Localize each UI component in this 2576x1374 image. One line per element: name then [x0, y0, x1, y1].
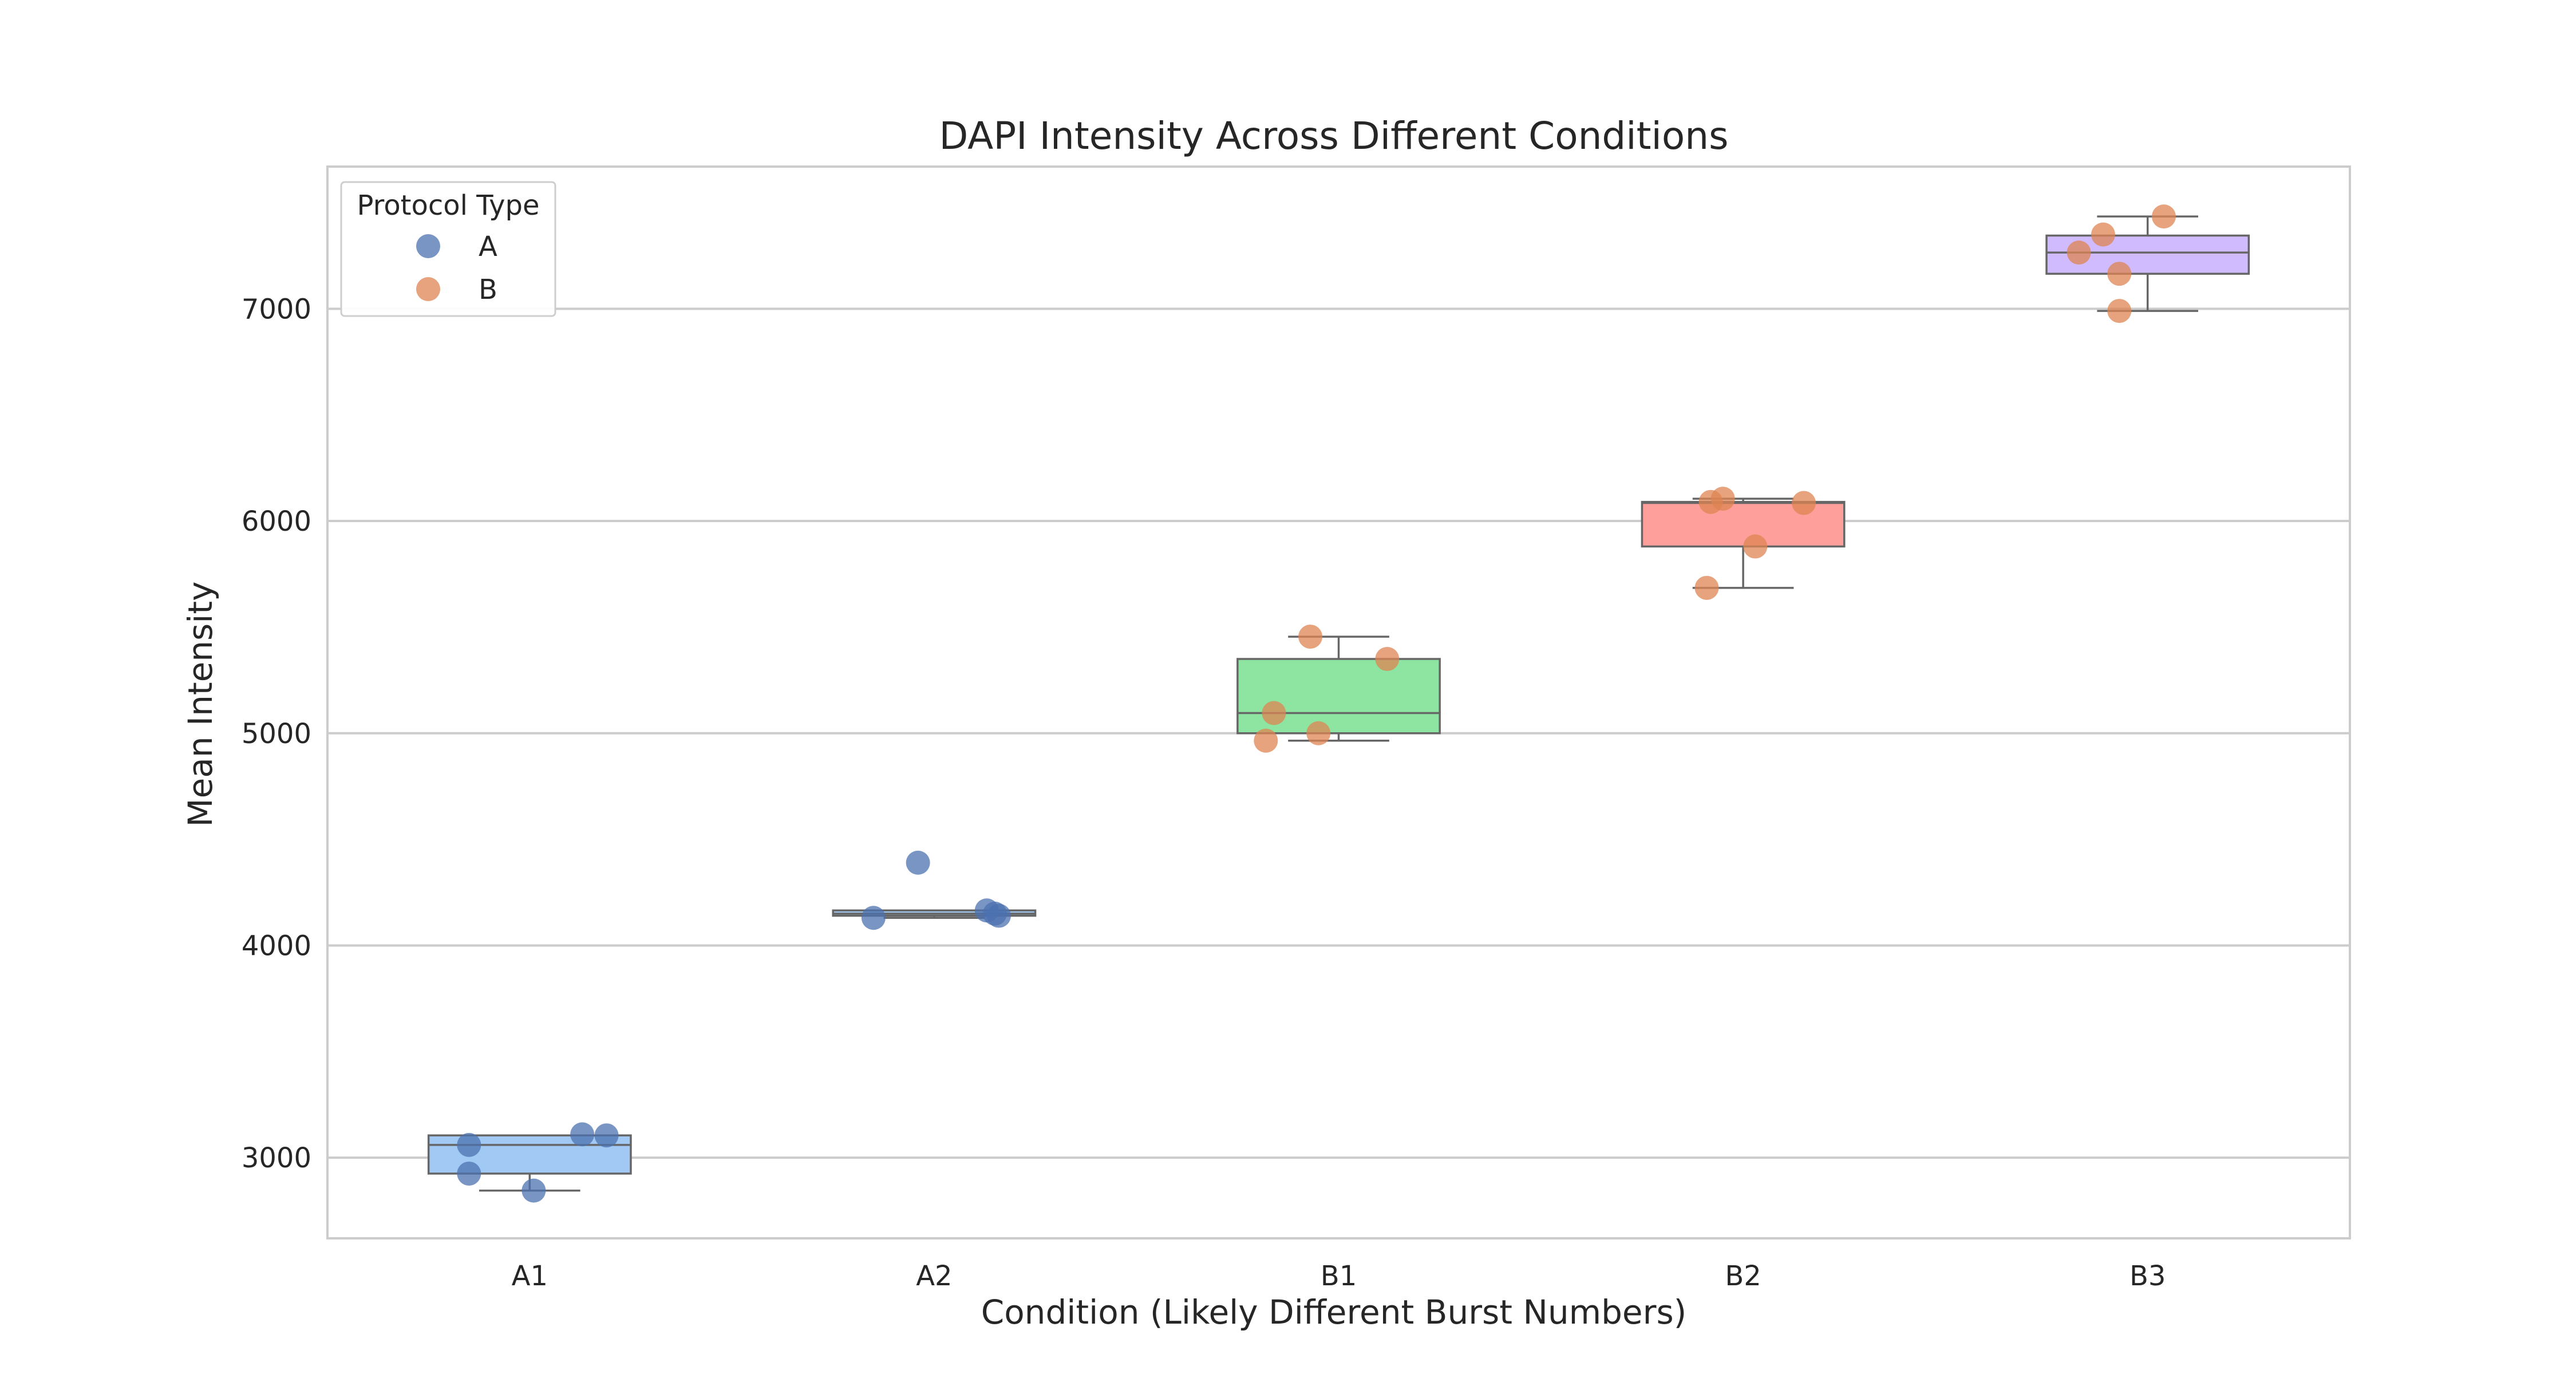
point-b2-19	[1694, 575, 1719, 600]
point-a2-9	[986, 903, 1011, 928]
point-b1-12	[1262, 701, 1286, 725]
point-b3-23	[2107, 262, 2132, 286]
point-a1-3	[594, 1123, 619, 1148]
legend-title: Protocol Type	[357, 189, 540, 222]
x-tick-label-b1: B1	[1321, 1260, 1357, 1292]
y-tick-label-5000: 5000	[242, 718, 311, 750]
legend-box	[340, 181, 556, 317]
legend-marker-b	[416, 277, 440, 301]
x-tick-label-a1: A1	[512, 1260, 548, 1292]
point-a1-2	[570, 1122, 595, 1147]
y-tick-labels: 3000 4000 5000 6000 7000	[242, 293, 311, 1174]
y-tick-label-7000: 7000	[242, 293, 311, 325]
y-tick-label-3000: 3000	[242, 1142, 311, 1174]
point-a2-5	[906, 850, 930, 875]
point-b3-21	[2091, 222, 2115, 247]
plot-frame	[326, 165, 2351, 1239]
point-b1-13	[1306, 721, 1331, 745]
legend-label-b: B	[479, 274, 497, 306]
point-b1-11	[1375, 647, 1400, 672]
point-b3-20	[2151, 204, 2176, 229]
x-tick-labels: A1 A2 B1 B2 B3	[512, 1260, 2166, 1292]
point-b2-16	[1710, 487, 1735, 511]
point-b1-10	[1298, 625, 1323, 649]
point-b3-22	[2067, 240, 2091, 265]
point-b3-24	[2107, 299, 2132, 323]
x-tick-label-a2: A2	[916, 1260, 952, 1292]
point-b2-17	[1792, 491, 1816, 515]
y-axis-label: Mean Intensity	[181, 582, 220, 827]
point-b1-14	[1254, 728, 1278, 753]
point-a2-6	[861, 906, 886, 930]
points-layer	[457, 204, 2176, 1203]
x-tick-label-b2: B2	[1725, 1260, 1761, 1292]
chart-title: DAPI Intensity Across Different Conditio…	[939, 114, 1729, 158]
point-b2-18	[1743, 534, 1768, 559]
point-a1-4	[521, 1178, 546, 1203]
point-a1-0	[457, 1132, 481, 1157]
point-a1-1	[457, 1161, 481, 1186]
legend-label-a: A	[479, 231, 497, 263]
x-tick-label-b3: B3	[2129, 1260, 2166, 1292]
x-axis-label: Condition (Likely Different Burst Number…	[981, 1293, 1687, 1332]
y-tick-label-4000: 4000	[242, 930, 311, 962]
legend: Protocol Type A B	[340, 181, 556, 317]
y-tick-label-6000: 6000	[242, 506, 311, 538]
legend-marker-a	[416, 234, 440, 258]
